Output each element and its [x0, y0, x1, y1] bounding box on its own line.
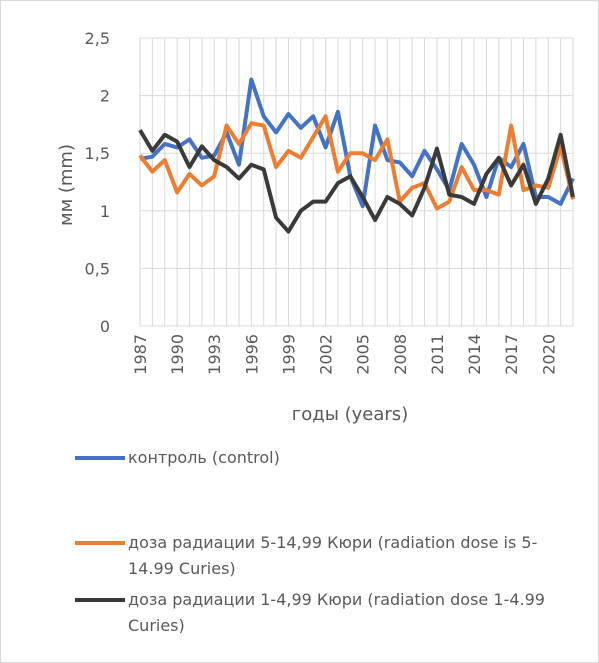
x-tick-label: 2020 — [539, 334, 558, 375]
x-axis-title: годы (years) — [292, 404, 408, 425]
legend-label: доза радиации 1-4,99 Кюри (radiation dos… — [128, 590, 545, 635]
y-tick-label: 2 — [100, 87, 110, 106]
y-tick-label: 0 — [100, 317, 110, 336]
legend-label: доза радиации 5-14,99 Кюри (radiation do… — [128, 533, 538, 578]
x-tick-label: 1990 — [168, 334, 187, 375]
data-line — [138, 114, 575, 211]
x-tick-label: 2002 — [317, 334, 336, 375]
x-tick-label: 2011 — [428, 334, 447, 375]
x-tick-label: 2017 — [502, 334, 521, 375]
x-tick-label: 2014 — [465, 334, 484, 375]
x-tick-label: 1996 — [242, 334, 261, 375]
x-tick-label: 2005 — [354, 334, 373, 375]
x-tick-label: 1999 — [279, 334, 298, 375]
x-tick-label: 1987 — [131, 334, 150, 375]
x-tick-label: 2008 — [391, 334, 410, 375]
y-tick-label: 2,5 — [85, 29, 110, 48]
y-tick-label: 1,5 — [85, 144, 110, 163]
x-tick-label: 1993 — [205, 334, 224, 375]
y-tick-label: 0,5 — [85, 259, 110, 278]
y-axis-title: мм (mm) — [56, 144, 77, 226]
legend-label: контроль (control) — [128, 448, 280, 467]
y-tick-label: 1 — [100, 202, 110, 221]
data-line — [138, 129, 575, 234]
